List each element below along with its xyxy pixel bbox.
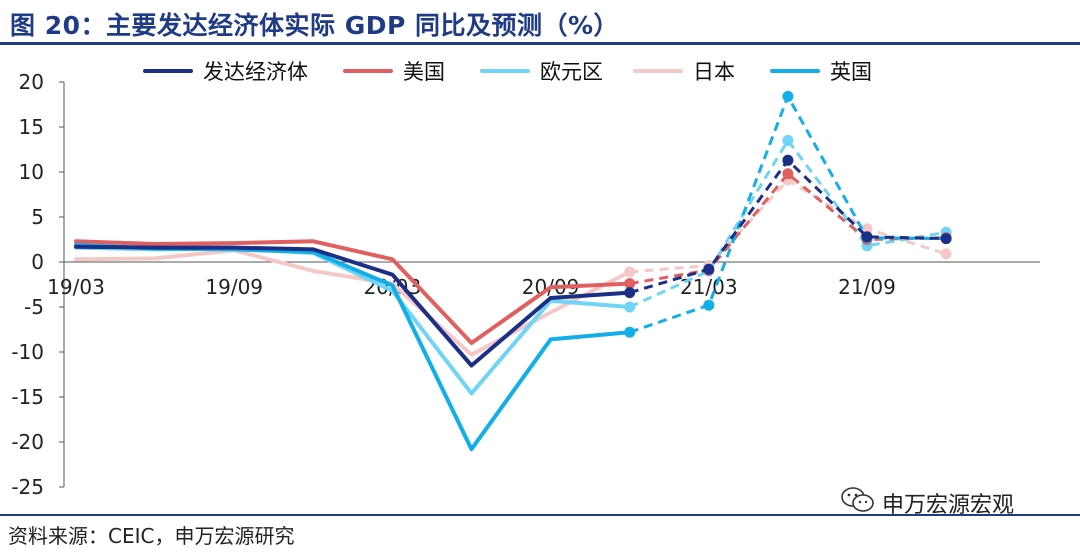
y-tick-label: 10 [19,160,44,184]
forecast-point [940,248,952,260]
source-note: 资料来源：CEIC，申万宏源研究 [8,524,295,548]
legend-item-japan: 日本 [633,56,735,86]
legend-label: 英国 [830,60,872,84]
legend-label: 发达经济体 [203,60,308,84]
legend-item-uk: 英国 [770,56,872,86]
forecast-point [703,299,715,311]
y-tick-label: 20 [19,70,44,94]
series-line-actual [74,248,632,357]
legend-label: 日本 [693,60,735,84]
forecast-point [782,154,794,166]
legend-swatch [480,69,530,73]
y-tick-label: -5 [24,295,44,319]
legend-item-eurozone: 欧元区 [480,56,603,86]
series-line-forecast [629,94,947,334]
x-tick-label: 21/09 [838,275,896,299]
forecast-point [624,301,636,313]
y-tick-label: -25 [11,475,44,499]
forecast-point [782,135,794,146]
legend-item-usa: 美国 [343,56,445,86]
x-tick-label: 19/09 [205,275,263,299]
legend-swatch [770,69,820,73]
forecast-point [861,231,873,243]
chart-title: 图 20：主要发达经济体实际 GDP 同比及预测（%） [10,11,620,40]
y-tick-label: 5 [31,205,44,229]
wechat-icon [840,486,876,520]
legend-swatch [343,69,393,73]
legend-swatch [633,69,683,73]
y-tick-label: 0 [31,250,44,274]
x-tick-label: 19/03 [47,275,105,299]
forecast-point [624,326,636,338]
series-line-forecast [629,178,947,274]
legend-swatch [143,69,193,73]
forecast-point [782,168,794,180]
title-divider [0,42,1080,45]
forecast-point [624,278,636,290]
legend-item-advanced-economies: 发达经济体 [143,56,308,86]
series-line-actual [74,244,632,368]
series-line-actual [74,239,632,345]
forecast-point [703,263,715,275]
series-line-forecast [629,139,947,309]
forecast-point [624,287,636,299]
forecast-point [940,233,952,245]
watermark: 申万宏源宏观 [840,486,1014,520]
forecast-point [624,266,636,278]
forecast-point [861,223,873,235]
chart-legend: 发达经济体 美国 欧元区 日本 英国 [0,56,1080,86]
footer-divider [0,514,1080,516]
y-tick-label: -20 [11,430,44,454]
forecast-point [782,90,794,102]
y-tick-label: -15 [11,385,44,409]
legend-label: 美国 [403,60,445,84]
y-tick-label: 15 [19,115,44,139]
y-tick-label: -10 [11,340,44,364]
legend-label: 欧元区 [540,60,603,84]
watermark-text: 申万宏源宏观 [882,493,1015,518]
